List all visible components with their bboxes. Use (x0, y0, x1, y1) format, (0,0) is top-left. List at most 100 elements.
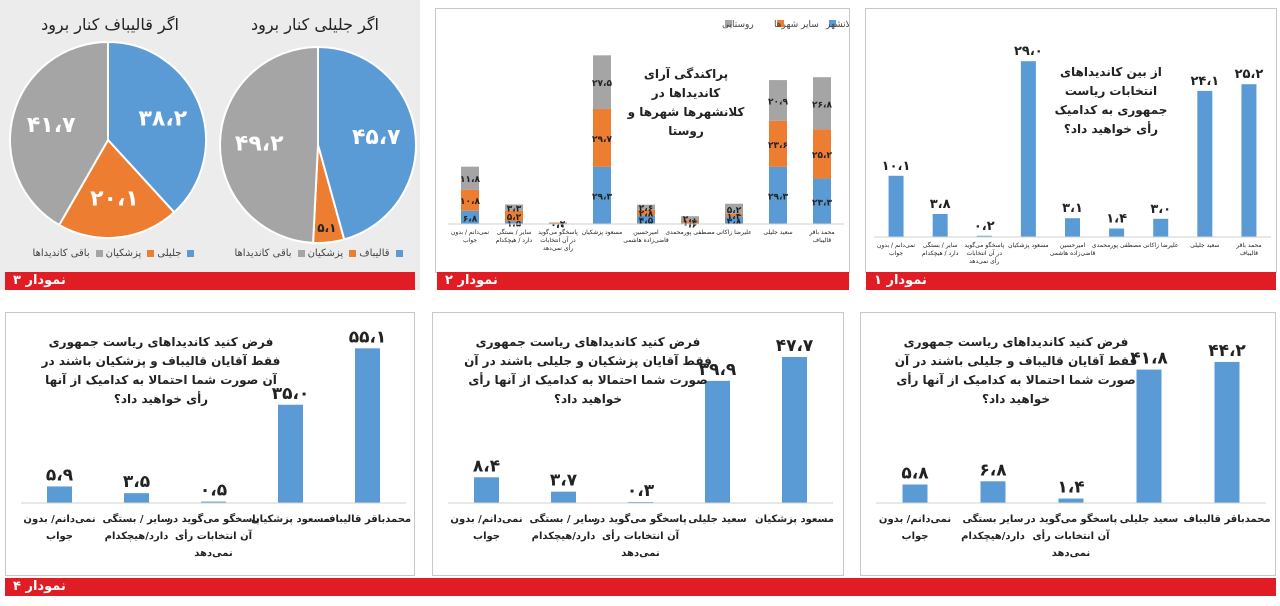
category-label: محمدباقر قالیباف (324, 514, 411, 525)
chart4b-title: فرض کنید کاندیداهای ریاست جمهوری فقط آقا… (464, 335, 712, 406)
bar (1020, 61, 1036, 237)
stacked-bar-segment (461, 166, 479, 190)
pie-slice (317, 45, 417, 241)
chart3b-legend: جلیلی پزشکیان باقی کاندیداها (20, 248, 210, 259)
category-label: پاسخگو می‌گوید در (166, 512, 260, 525)
category-label: سعید جلیلی (688, 514, 747, 525)
category-label: قالیباف (1240, 250, 1258, 257)
legend-swatch (725, 20, 732, 27)
chart2-panel: کلانشهر سایر شهرها روستایی ۲۳،۳ ۲۵،۲ ۲۶،۸ محمد… (435, 8, 850, 273)
category-label: جواب (473, 531, 500, 542)
segment-value-label: ۲،۶ (639, 204, 653, 214)
legend-swatch (297, 249, 305, 257)
category-label: جواب (46, 531, 73, 542)
pie-slice (57, 138, 176, 239)
bar (124, 493, 149, 503)
bar (932, 213, 948, 237)
segment-value-label: ۲۹،۷ (592, 135, 612, 145)
category-label: سعید جلیلی (1120, 514, 1179, 525)
segment-value-label: ۰،۲ (551, 220, 566, 230)
segment-value-label: ۶،۸ (463, 214, 478, 224)
category-label: قالیباف (813, 237, 831, 244)
chart4c-title: فرض کنید کاندیداهای ریاست جمهوری فقط آقا… (41, 335, 281, 406)
category-label: پاسخگو می‌گوید (538, 228, 578, 236)
bar (705, 380, 730, 503)
segment-value-label: ۳،۸ (727, 217, 742, 227)
legend-swatch (777, 20, 784, 27)
category-label: امیرحسین (1060, 242, 1086, 249)
category-label: مصطفی پورمحمدی (665, 229, 714, 236)
legend-label: جلیلی (157, 248, 182, 259)
chart4a-bar: ۴۴،۲ محمدباقر قالیباف ۴۱،۸ سعید جلیلی ۱،۴ پاس… (876, 341, 1271, 559)
segment-value-label: ۲۵،۲ (812, 151, 832, 161)
bar-value-label: ۴۴،۲ (1208, 341, 1246, 361)
chart1-panel: ۲۵،۲ محمد باقر قالیباف ۲۴،۱ سعید جلیلی ۳،۰ علی… (865, 8, 1277, 273)
bar (782, 356, 807, 503)
segment-value-label: ۲۷،۵ (592, 79, 612, 89)
legend-item: پزشکیان (308, 248, 360, 259)
segment-value-label: ۲۳،۶ (768, 141, 788, 151)
stacked-bar-segment (505, 210, 523, 222)
category-label: نمی‌دانم/ بدون (450, 514, 522, 525)
bar (355, 348, 380, 503)
category-label: قاضی‌زاده هاشمی (623, 237, 669, 244)
segment-value-label: ۱،۴ (727, 212, 742, 222)
legend-label: باقی کاندیداها (234, 248, 292, 259)
segment-value-label: ۲،۰ (683, 215, 697, 225)
segment-value-label: ۱،۵ (507, 220, 522, 230)
chart4a-title: فرض کنید کاندیداهای ریاست جمهوری فقط آقا… (894, 335, 1138, 406)
chart3-footer: نمودار ۳ (5, 272, 415, 290)
bar (47, 486, 72, 503)
legend-label: پزشکیان (105, 248, 142, 259)
category-label: دارد / هیچکدام (922, 250, 959, 257)
segment-value-label: ۲۹،۳ (768, 192, 788, 202)
legend-swatch (95, 249, 103, 257)
stacked-bar-segment (681, 216, 699, 221)
bar-value-label: ۳،۰ (1150, 202, 1171, 217)
legend-item: قالیباف (359, 248, 405, 259)
segment-value-label: ۲۹،۳ (592, 192, 612, 202)
stacked-bar-segment (637, 209, 655, 216)
bar (201, 501, 226, 503)
legend-label: باقی کاندیداها (32, 248, 90, 259)
legend-swatch (147, 249, 155, 257)
category-label: نمی‌دهد (621, 548, 659, 559)
bar-value-label: ۱،۴ (1106, 212, 1127, 227)
category-label: آن انتخابات رأی (1032, 529, 1110, 542)
chart2-title: پراکندگی آرای کاندیداها در کلانشهرها شهر… (627, 67, 745, 138)
bar-value-label: ۰،۲ (974, 219, 995, 234)
category-label: آن انتخابات رأی (602, 529, 680, 542)
bar (1058, 498, 1084, 503)
bar (1136, 369, 1162, 503)
bar (1153, 218, 1169, 237)
legend-label: سایر شهرها (774, 20, 819, 30)
category-label: سعید جلیلی (1190, 242, 1219, 249)
stacked-bar-segment (769, 120, 787, 167)
category-label: مسعود پزشکیان (582, 229, 623, 236)
pie-chart-ghalibaf-out: ۳۸،۲ ۲۰،۱ ۴۱،۷ (9, 40, 207, 239)
segment-value-label: ۰،۱ (551, 220, 565, 230)
bar (976, 235, 992, 237)
segment-value-label: ۱۱،۸ (460, 175, 480, 185)
bar-value-label: ۰،۳ (627, 481, 655, 501)
legend-swatch (395, 249, 403, 257)
bar-value-label: ۵،۹ (46, 465, 74, 485)
chart4c-bar: ۵۵،۱ محمدباقر قالیباف ۳۵،۰ مسعود پزشکیان ۰،۵… (21, 327, 411, 559)
segment-value-label: ۵،۲ (507, 213, 522, 223)
stacked-bar-segment (813, 129, 831, 179)
legend-item: باقی کاندیداها (33, 248, 106, 259)
category-label: رأی نمی‌دهد (543, 244, 573, 252)
chart4b-panel: ۴۷،۷ مسعود پزشکیان ۳۹،۹ سعید جلیلی ۰،۳ پاسخگو… (432, 312, 844, 576)
category-label: امیرحسین (633, 229, 659, 236)
stacked-bar-segment (461, 189, 479, 211)
category-label: علیرضا زاکانی (1143, 242, 1178, 249)
chart4c-panel: ۵۵،۱ محمدباقر قالیباف ۳۵،۰ مسعود پزشکیان ۰،۵… (5, 312, 415, 576)
category-label: جواب (889, 250, 903, 257)
segment-value-label: ۲،۸ (639, 209, 654, 219)
bar (902, 484, 928, 503)
bar-value-label: ۵،۸ (901, 463, 929, 483)
category-label: در آن انتخابات (540, 235, 576, 244)
category-label: نمی‌دانم / بدون (451, 229, 489, 236)
category-label: در آن انتخابات (967, 248, 1003, 257)
bar-value-label: ۸،۴ (473, 456, 500, 476)
